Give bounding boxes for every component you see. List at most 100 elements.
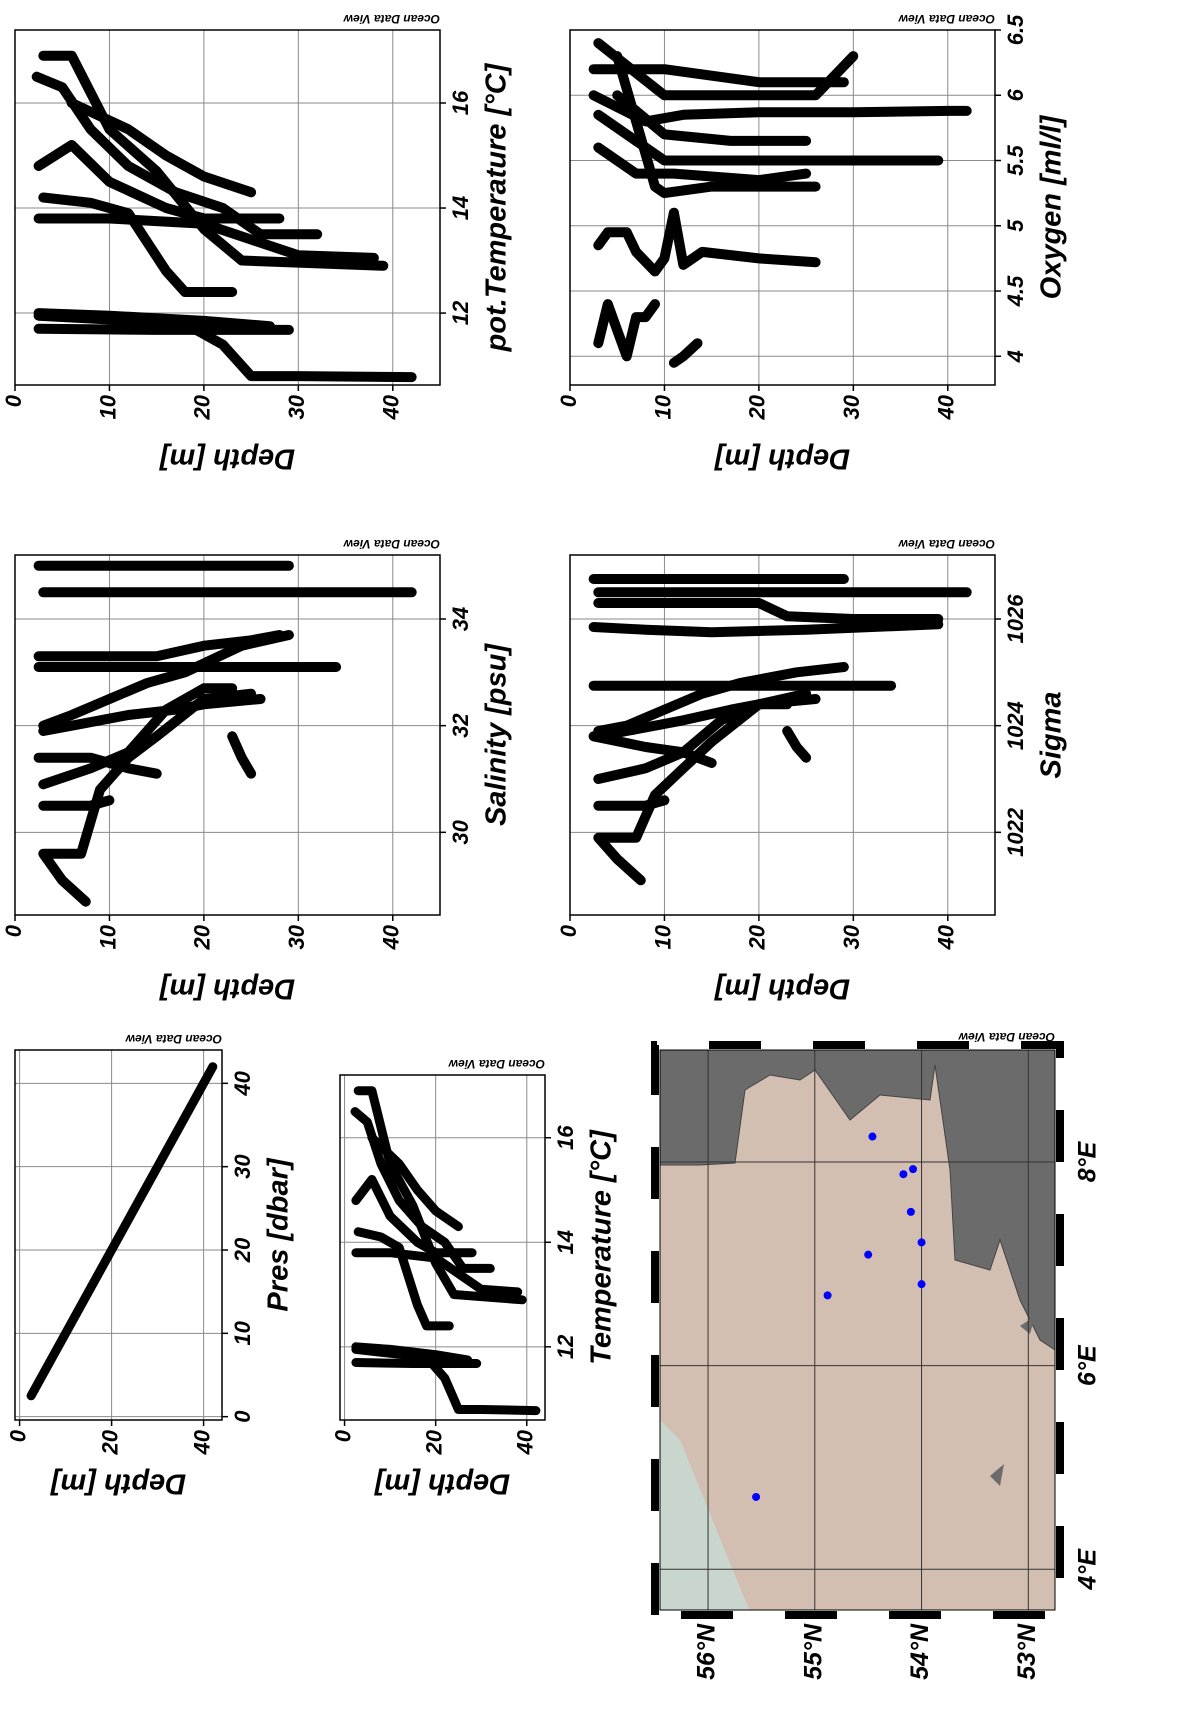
y-tick-label: 10: [650, 394, 675, 419]
y-tick-label: 40: [379, 394, 404, 420]
profile: [38, 795, 115, 811]
y-tick-label: 30: [839, 394, 864, 419]
profile: [351, 1175, 477, 1258]
profile: [782, 726, 812, 763]
lon-tick-label: 8°E: [1074, 1140, 1102, 1182]
plot-frame: [14, 1049, 223, 1421]
y-tick-label: 20: [745, 924, 770, 950]
profile: [593, 207, 821, 277]
station: [899, 1170, 908, 1179]
watermark: Ocean Data View: [958, 1030, 1055, 1044]
x-axis-label: Oxygen [ml/l]: [1036, 114, 1068, 299]
y-tick-label: 40: [934, 394, 959, 420]
x-tick-label: 14: [553, 1230, 578, 1254]
y-tick-label: 0: [556, 394, 581, 407]
watermark: Ocean Data View: [448, 1057, 545, 1071]
island: [1020, 1316, 1035, 1334]
x-tick-label: 6.5: [1003, 14, 1028, 45]
profile: [38, 192, 238, 297]
profile: [668, 338, 703, 368]
lat-tick-label: 53°N: [1013, 1623, 1041, 1680]
profile: [612, 90, 812, 146]
station: [864, 1250, 873, 1259]
y-tick-label: 20: [97, 1429, 122, 1455]
watermark: Ocean Data View: [898, 12, 995, 26]
y-tick-label: 20: [190, 924, 215, 950]
x-tick-label: 32: [448, 713, 473, 738]
x-tick-label: 12: [448, 300, 473, 325]
x-axis-label: Salinity [psu]: [481, 643, 513, 826]
station: [917, 1280, 926, 1289]
x-axis-label: Temperature [°C]: [586, 1129, 618, 1365]
x-tick-label: 6: [1003, 88, 1028, 101]
profile: [367, 1133, 463, 1232]
x-tick-label: 10: [230, 1320, 255, 1345]
profile: [593, 299, 660, 362]
profile: [351, 1358, 482, 1368]
plot-frame: [14, 554, 441, 916]
island: [990, 1464, 1004, 1486]
lat-tick-label: 56°N: [693, 1623, 721, 1680]
y-tick-label: 30: [284, 924, 309, 949]
x-tick-label: 4: [1003, 350, 1028, 363]
profile: [26, 1062, 218, 1401]
y-tick-label: 0: [1, 394, 26, 407]
y-axis-label: Depth [m]: [50, 1467, 187, 1499]
station: [909, 1165, 918, 1174]
y-tick-label: 10: [95, 924, 120, 949]
station: [906, 1207, 915, 1216]
plot-frame: [339, 1074, 546, 1421]
profile: [612, 51, 821, 199]
x-tick-label: 20: [230, 1237, 255, 1263]
y-tick-label: 10: [95, 394, 120, 419]
plot-frame: [14, 29, 441, 386]
y-axis-label: Depth [m]: [714, 442, 851, 474]
station: [868, 1132, 877, 1141]
profile: [350, 1107, 495, 1273]
x-axis-label: pot.Temperature [°C]: [481, 62, 513, 352]
y-axis-label: Depth [m]: [374, 1467, 511, 1499]
y-tick-label: 30: [839, 924, 864, 949]
x-tick-label: 16: [448, 90, 473, 115]
y-tick-label: 0: [5, 1429, 30, 1442]
x-tick-label: 1024: [1003, 701, 1028, 750]
y-tick-label: 0: [1, 924, 26, 937]
lat-tick-label: 55°N: [799, 1623, 827, 1680]
x-tick-label: 1026: [1003, 594, 1028, 644]
plot-area: [570, 555, 995, 915]
y-tick-label: 30: [284, 394, 309, 419]
watermark: Ocean Data View: [343, 537, 440, 551]
y-tick-label: 20: [190, 394, 215, 420]
profile: [38, 630, 294, 731]
profile: [593, 662, 849, 736]
profile: [593, 688, 812, 886]
profile: [33, 310, 417, 383]
profile: [588, 619, 944, 638]
lon-tick-label: 4°E: [1074, 1548, 1102, 1591]
y-tick-label: 40: [934, 924, 959, 950]
profile: [588, 731, 717, 768]
profile: [593, 38, 859, 101]
y-axis-label: Depth [m]: [159, 972, 296, 1004]
map-background: [659, 1049, 1056, 1610]
x-axis-label: Sigma: [1036, 691, 1068, 778]
profile: [227, 731, 257, 779]
profile: [38, 50, 389, 271]
x-tick-label: 5: [1003, 219, 1028, 232]
profile: [38, 694, 266, 736]
plot-frame: [569, 554, 996, 916]
profile: [593, 699, 793, 784]
x-tick-label: 12: [553, 1334, 578, 1359]
profile: [31, 71, 323, 240]
y-tick-label: 10: [650, 924, 675, 949]
y-axis-label: Depth [m]: [159, 442, 296, 474]
x-tick-label: 14: [448, 196, 473, 220]
profile: [351, 1344, 541, 1416]
profile: [33, 213, 379, 263]
watermark: Ocean Data View: [125, 1032, 222, 1046]
x-tick-label: 34: [448, 607, 473, 631]
y-tick-label: 40: [513, 1429, 538, 1455]
